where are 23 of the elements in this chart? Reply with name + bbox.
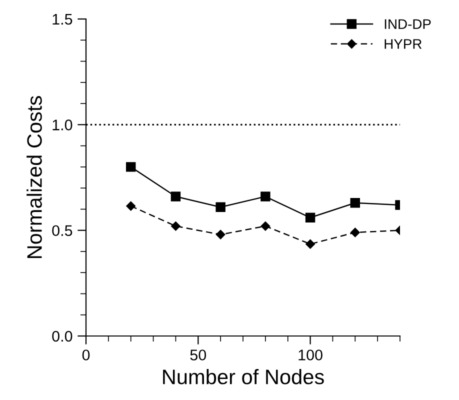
y-tick-label: 0.5 <box>52 225 72 236</box>
point <box>216 230 226 240</box>
x-tick-label: 0 <box>82 350 90 360</box>
x-axis-title: Number of Nodes <box>163 368 324 384</box>
point <box>170 192 181 202</box>
point <box>260 192 270 202</box>
y-tick-label: 1.5 <box>52 14 72 25</box>
point <box>260 221 270 231</box>
legend-label: HYPR <box>384 39 422 49</box>
point <box>126 162 136 172</box>
point <box>306 239 315 249</box>
legend-label: IND-DP <box>384 19 431 29</box>
point <box>216 202 226 212</box>
y-tick-label: 1.0 <box>52 120 72 130</box>
point <box>350 198 360 208</box>
y-tick-label: 0.0 <box>52 330 72 342</box>
point <box>305 212 316 223</box>
x-tick-label: 100 <box>298 350 322 360</box>
point <box>171 221 180 231</box>
point <box>350 228 360 238</box>
x-tick-label: 50 <box>190 350 206 360</box>
y-axis-title: Normalized Costs <box>26 96 42 258</box>
point <box>126 201 136 211</box>
